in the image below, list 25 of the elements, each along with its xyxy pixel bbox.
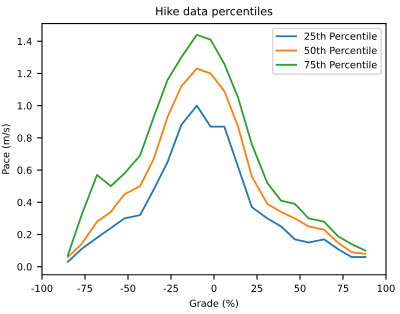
y-tick-label: 0.6 bbox=[17, 166, 32, 174]
y-tick-label: 1.4 bbox=[18, 38, 32, 45]
line-series bbox=[66, 68, 366, 258]
y-tick-label: 0.4 bbox=[17, 198, 32, 206]
x-tick-label: 25 bbox=[252, 284, 262, 292]
x-tick-label: 50 bbox=[294, 284, 306, 292]
x-tick-label: -100 bbox=[31, 284, 52, 292]
y-tick-label: 1.2 bbox=[18, 70, 32, 78]
x-axis-title: Grade (%) bbox=[190, 299, 238, 308]
legend-label: 75th Percentile bbox=[304, 60, 377, 68]
y-tick-label: 0.2 bbox=[17, 230, 32, 238]
legend-label: 25th Percentile bbox=[304, 32, 377, 40]
y-tick-label: 1.0 bbox=[18, 102, 32, 110]
chart-title: Hike data percentiles bbox=[156, 6, 272, 18]
y-tick-label: 0.0 bbox=[17, 263, 32, 271]
x-tick-label: -25 bbox=[164, 284, 178, 292]
line-series bbox=[66, 104, 366, 263]
x-tick-label: 100 bbox=[378, 284, 395, 292]
x-tick-label: -75 bbox=[78, 284, 92, 292]
legend-label: 50th Percentile bbox=[304, 46, 377, 54]
y-tick-label: 0.8 bbox=[17, 134, 32, 142]
x-tick-label: -50 bbox=[120, 284, 136, 292]
x-tick-label: 0 bbox=[212, 284, 216, 292]
y-axis-title: Pace (m/s) bbox=[2, 124, 11, 174]
x-tick-label: 75 bbox=[338, 284, 348, 292]
